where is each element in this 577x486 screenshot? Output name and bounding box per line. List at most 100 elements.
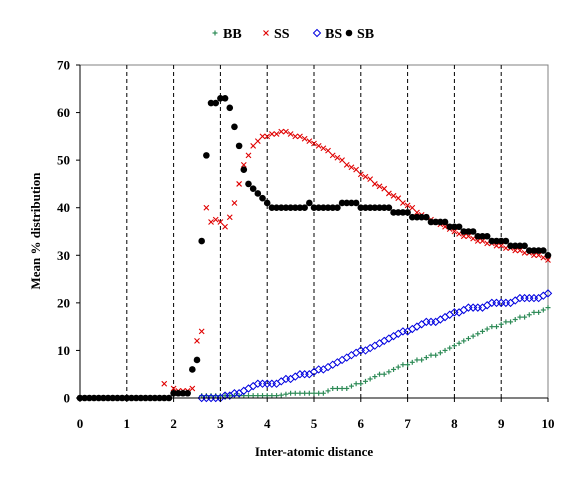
- legend: BB SS BS SB: [212, 27, 374, 42]
- point-ss-26: [287, 131, 294, 137]
- point-sb-33: [231, 123, 238, 131]
- legend-label-bs: BS: [325, 27, 342, 42]
- point-ss-12: [222, 223, 228, 230]
- point-sb-69: [399, 209, 407, 216]
- legend-label-bb: BB: [223, 27, 242, 42]
- point-sb-51: [315, 204, 322, 212]
- point-bb-41: [391, 366, 397, 372]
- point-ss-33: [320, 145, 327, 152]
- point-bb-11: [250, 393, 256, 399]
- point-bb-33: [353, 381, 359, 387]
- point-ss-30: [306, 138, 313, 145]
- point-sb-23: [184, 389, 191, 397]
- point-bb-38: [377, 371, 383, 377]
- point-sb-22: [179, 389, 187, 397]
- point-ss-11: [217, 219, 224, 225]
- point-sb-74: [423, 213, 430, 221]
- point-bb-24: [311, 390, 317, 396]
- point-sb-77: [437, 218, 444, 226]
- point-sb-93: [511, 242, 519, 250]
- point-sb-89: [493, 237, 500, 245]
- point-ss-14: [231, 200, 238, 206]
- point-sb-87: [483, 232, 491, 240]
- point-sb-40: [263, 199, 271, 207]
- point-sb-91: [502, 237, 510, 245]
- point-bb-28: [330, 385, 336, 391]
- point-ss-17: [245, 152, 252, 159]
- point-sb-53: [324, 204, 332, 212]
- x-tick-label-10: 10: [542, 416, 555, 431]
- y-tick-label-30: 30: [57, 248, 70, 263]
- point-ss-45: [376, 183, 383, 190]
- point-bb-58: [470, 333, 476, 339]
- point-sb-84: [469, 228, 477, 235]
- point-sb-63: [371, 204, 379, 212]
- point-ss-7: [198, 328, 205, 335]
- point-ss-59: [442, 223, 448, 230]
- point-ss-36: [334, 154, 341, 161]
- point-sb-83: [465, 228, 472, 235]
- x-tick-label-0: 0: [77, 416, 84, 431]
- point-sb-39: [259, 194, 266, 202]
- point-ss-50: [400, 200, 406, 206]
- point-ss-48: [390, 192, 397, 199]
- point-sb-76: [432, 218, 439, 226]
- point-ss-43: [367, 176, 374, 183]
- point-ss-35: [329, 152, 336, 159]
- legend-marker-ss: [263, 30, 269, 36]
- point-bb-36: [367, 376, 373, 382]
- point-ss-41: [357, 171, 364, 178]
- legend-entry-bb: BB: [212, 27, 242, 42]
- point-bb-64: [498, 321, 504, 327]
- point-bb-39: [381, 371, 387, 377]
- point-sb-66: [385, 204, 393, 212]
- series-bs: [197, 289, 553, 403]
- point-ss-8: [203, 204, 210, 211]
- x-axis-title: Inter-atomic distance: [255, 444, 374, 459]
- point-ss-22: [268, 131, 275, 137]
- point-sb-88: [488, 237, 496, 245]
- point-sb-41: [268, 204, 276, 212]
- point-ss-24: [278, 128, 285, 135]
- point-bb-69: [522, 314, 528, 320]
- point-sb-75: [427, 218, 435, 226]
- x-tick-label-6: 6: [358, 416, 365, 431]
- point-ss-15: [236, 181, 243, 187]
- x-tick-label-1: 1: [124, 416, 131, 431]
- point-sb-36: [245, 180, 252, 188]
- point-bb-62: [489, 324, 495, 330]
- point-bb-25: [316, 390, 322, 396]
- legend-label-ss: SS: [274, 27, 290, 42]
- point-bb-35: [362, 378, 368, 384]
- point-sb-57: [343, 199, 351, 207]
- point-ss-5: [189, 385, 196, 392]
- point-bb-22: [302, 390, 308, 396]
- point-sb-70: [404, 209, 411, 216]
- point-bb-54: [451, 343, 457, 349]
- point-sb-26: [198, 237, 205, 245]
- point-ss-37: [339, 157, 345, 164]
- point-bb-50: [433, 352, 439, 358]
- x-tick-label-2: 2: [170, 416, 177, 431]
- point-sb-62: [366, 204, 374, 212]
- point-sb-34: [235, 142, 243, 150]
- point-sb-56: [338, 199, 346, 207]
- legend-marker-sb: [345, 29, 353, 37]
- point-ss-13: [226, 214, 233, 221]
- point-sb-30: [217, 95, 224, 102]
- point-sb-54: [329, 204, 337, 212]
- point-ss-20: [259, 133, 266, 140]
- point-ss-19: [254, 138, 261, 145]
- x-tick-label-7: 7: [404, 416, 411, 431]
- point-bb-74: [545, 305, 551, 311]
- point-sb-45: [287, 204, 294, 212]
- point-sb-82: [460, 228, 468, 235]
- y-tick-label-10: 10: [57, 343, 70, 358]
- point-ss-52: [409, 204, 416, 211]
- point-ss-10: [212, 216, 219, 223]
- point-sb-42: [273, 204, 280, 212]
- point-sb-97: [530, 247, 538, 254]
- point-bb-52: [442, 347, 448, 353]
- point-sb-47: [296, 204, 304, 212]
- point-sb-55: [334, 204, 341, 212]
